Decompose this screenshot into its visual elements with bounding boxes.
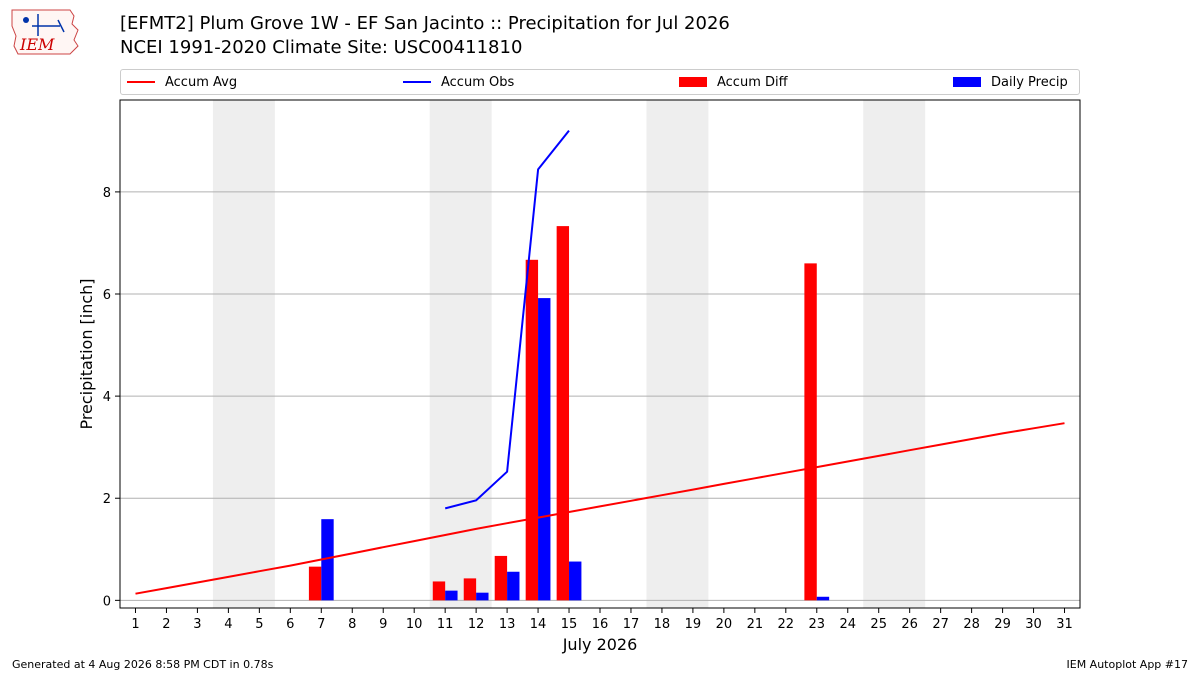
x-tick-label: 27 [932,617,949,632]
x-tick-label: 7 [317,617,325,632]
x-tick-label: 2 [162,617,170,632]
x-tick-label: 8 [348,617,356,632]
x-tick-label: 18 [654,617,671,632]
chart-subtitle: NCEI 1991-2020 Climate Site: USC00411810 [120,37,523,58]
x-tick-label: 31 [1056,617,1073,632]
weekend-shade [429,100,492,608]
x-tick-label: 5 [255,617,263,632]
weekend-shade [863,100,926,608]
legend-label: Accum Obs [441,74,515,90]
x-tick-label: 10 [406,617,423,632]
accum-diff-bar [432,581,446,601]
x-tick-label: 14 [530,617,547,632]
x-tick-label: 23 [809,617,826,632]
x-tick-label: 29 [994,617,1011,632]
accum-obs-line [444,129,570,510]
legend-label: Daily Precip [991,74,1068,90]
x-tick-label: 30 [1025,617,1042,632]
chart-legend: Accum Avg Accum Obs Accum Diff Daily Pre… [120,69,1080,95]
iem-logo: IEM [11,9,79,55]
x-tick-label: 16 [592,617,609,632]
plot-frame [119,99,1081,609]
legend-swatch [127,81,155,83]
accum-diff-bar [804,263,817,601]
y-tick-label: 8 [103,186,111,201]
y-axis-label: Precipitation [inch] [77,278,96,429]
y-tick-label: 2 [103,492,111,507]
x-tick-label: 26 [901,617,918,632]
chart-title: [EFMT2] Plum Grove 1W - EF San Jacinto :… [120,13,730,34]
x-tick-label: 21 [747,617,764,632]
x-axis-label: July 2026 [562,635,638,654]
legend-item-accum-obs: Accum Obs [403,70,514,94]
accum-diff-bar [525,259,539,601]
weekend-shade [646,100,709,608]
daily-precip-bar [321,519,334,601]
x-tick-label: 4 [224,617,232,632]
accum-diff-bar [494,555,508,601]
accum-diff-bar [556,226,570,601]
accum-diff-bar [308,566,322,601]
y-tick-label: 4 [103,390,111,405]
x-tick-label: 25 [870,617,887,632]
legend-item-accum-avg: Accum Avg [127,70,237,94]
daily-precip-bar [538,298,551,601]
y-tick-label: 6 [103,288,111,303]
legend-label: Accum Diff [717,74,788,90]
daily-precip-bar [507,571,520,601]
x-tick-label: 19 [685,617,702,632]
x-tick-label: 12 [468,617,485,632]
x-tick-label: 24 [839,617,856,632]
x-tick-label: 6 [286,617,294,632]
y-tick-label: 0 [103,594,111,609]
x-tick-label: 22 [778,617,795,632]
accum-diff-bar [463,578,477,601]
daily-precip-bar [816,596,830,601]
x-tick-label: 9 [379,617,387,632]
footer-generated: Generated at 4 Aug 2026 8:58 PM CDT in 0… [12,658,274,671]
x-tick-label: 15 [561,617,578,632]
legend-item-accum-diff: Accum Diff [679,70,788,94]
x-tick-label: 28 [963,617,980,632]
legend-swatch [403,81,431,83]
accum-avg-line [135,422,1065,595]
daily-precip-bar [445,590,458,601]
footer-app: IEM Autoplot App #17 [1066,658,1189,671]
x-tick-label: 1 [131,617,139,632]
daily-precip-bar [476,592,489,601]
x-tick-label: 20 [716,617,733,632]
x-tick-label: 17 [623,617,640,632]
legend-swatch [679,77,707,87]
x-tick-label: 11 [437,617,454,632]
daily-precip-bar [569,561,582,601]
x-tick-label: 13 [499,617,516,632]
legend-item-daily-precip: Daily Precip [953,70,1068,94]
x-tick-label: 3 [193,617,201,632]
legend-label: Accum Avg [165,74,238,90]
logo-text: IEM [19,35,55,54]
weekend-shade [212,100,275,608]
legend-swatch [953,77,981,87]
